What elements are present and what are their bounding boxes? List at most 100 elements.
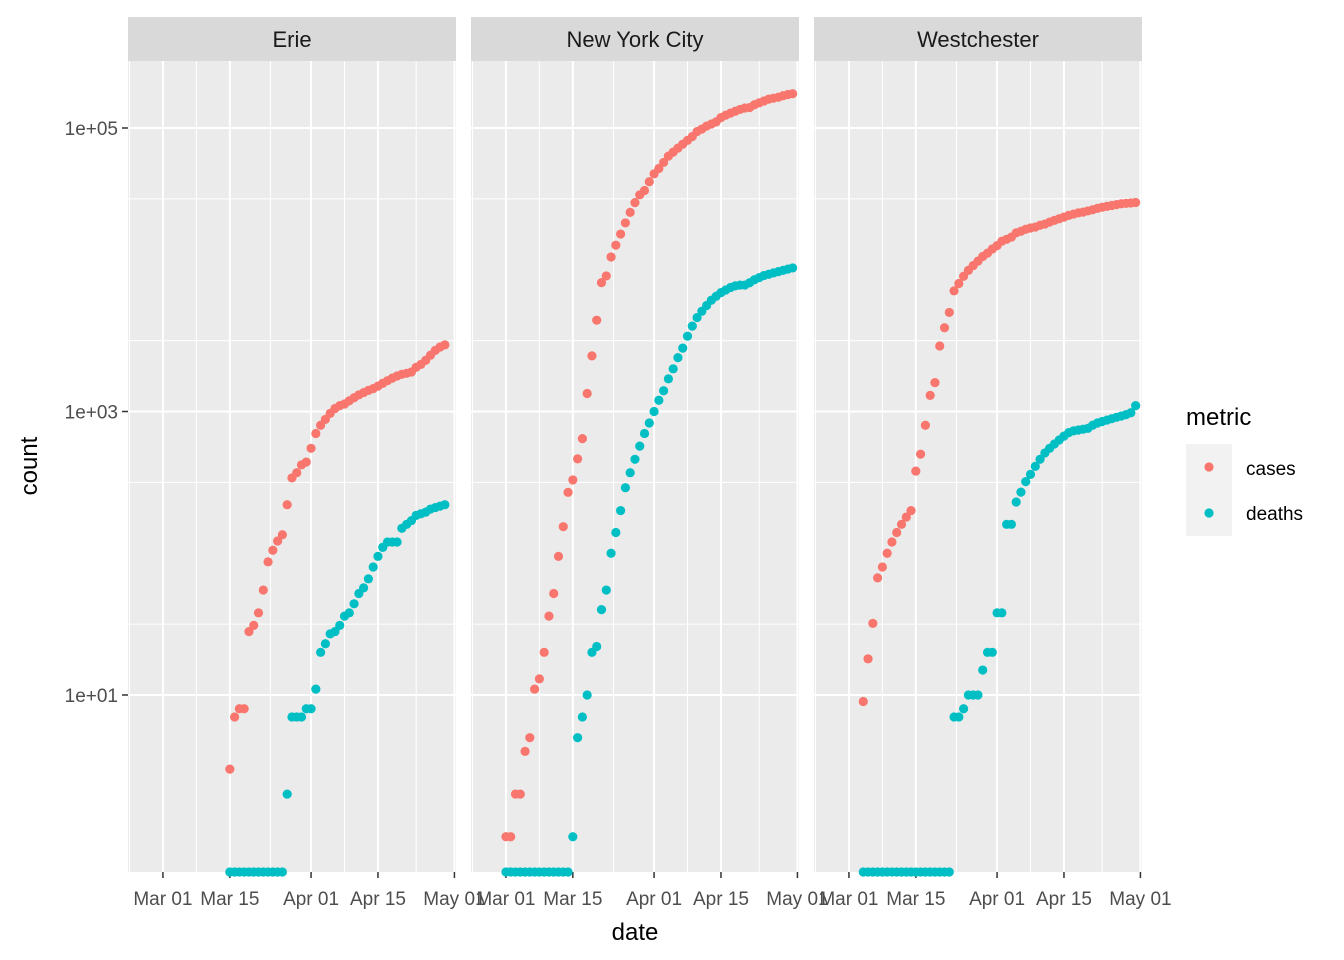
point-deaths <box>320 639 331 649</box>
series-cases <box>501 89 798 842</box>
x-tick-label: May 01 <box>1109 889 1171 910</box>
facet-panel: New York City Mar 01 Mar 15 Apr 01 Apr 15 May… <box>471 17 829 910</box>
point-cases <box>659 157 669 168</box>
y-axis-title: count <box>16 436 43 495</box>
point-deaths <box>788 263 798 273</box>
point-deaths <box>592 641 602 652</box>
point-cases <box>253 608 264 618</box>
point-deaths <box>973 690 983 700</box>
legend-label-deaths: deaths <box>1246 504 1303 525</box>
point-deaths <box>1131 401 1141 411</box>
point-cases <box>520 746 530 757</box>
point-cases <box>892 527 902 538</box>
point-cases <box>301 457 311 467</box>
facet-strip <box>471 17 799 61</box>
point-deaths <box>596 605 607 615</box>
point-cases <box>877 562 887 572</box>
series-deaths <box>501 263 798 877</box>
point-deaths <box>1016 487 1026 497</box>
x-tick-label: Apr 15 <box>350 889 406 910</box>
x-tick-label: Mar 15 <box>543 889 602 910</box>
point-cases <box>258 585 268 595</box>
panel-background <box>814 61 1142 872</box>
point-cases <box>954 278 964 289</box>
point-cases <box>644 177 654 187</box>
facet-title: Westchester <box>917 27 1039 52</box>
point-deaths <box>344 608 354 618</box>
point-cases <box>901 512 911 522</box>
point-cases <box>277 530 287 540</box>
point-deaths <box>630 454 640 464</box>
point-cases <box>292 468 302 478</box>
point-deaths <box>1035 454 1045 464</box>
facet-strip <box>128 17 456 61</box>
point-cases <box>630 198 640 208</box>
point-cases <box>230 712 240 722</box>
x-axis-title: date <box>612 919 659 946</box>
point-cases <box>882 548 892 558</box>
point-cases <box>549 588 559 599</box>
point-deaths <box>359 583 369 593</box>
point-deaths <box>601 585 611 595</box>
point-cases <box>611 240 621 250</box>
x-tick-label: Apr 15 <box>1036 889 1092 910</box>
point-cases <box>939 323 950 333</box>
point-deaths <box>582 690 592 700</box>
point-cases <box>239 704 249 714</box>
point-deaths <box>987 647 997 657</box>
point-cases <box>788 89 798 99</box>
point-deaths <box>368 562 378 572</box>
point-cases <box>596 278 607 288</box>
x-tick-label: Mar 01 <box>819 889 878 910</box>
point-cases <box>539 647 549 657</box>
x-tick-label: Mar 01 <box>133 889 192 910</box>
point-deaths <box>1006 519 1017 529</box>
point-cases <box>920 420 930 430</box>
point-cases <box>1131 197 1141 208</box>
point-deaths <box>1021 477 1031 487</box>
point-cases <box>896 519 907 529</box>
point-deaths <box>316 647 326 657</box>
point-deaths <box>568 832 578 842</box>
point-cases <box>887 537 897 547</box>
point-deaths <box>673 353 683 363</box>
x-tick-label: Mar 01 <box>476 889 535 910</box>
facet-title: Erie <box>272 27 311 52</box>
point-cases <box>515 789 525 799</box>
point-cases <box>530 684 540 694</box>
point-cases <box>553 551 564 562</box>
point-deaths <box>616 505 626 516</box>
point-deaths <box>1025 469 1036 479</box>
point-deaths <box>692 312 702 323</box>
point-deaths <box>373 551 383 562</box>
point-cases <box>440 340 450 350</box>
legend-label-cases: cases <box>1246 459 1296 480</box>
point-cases <box>506 832 516 842</box>
point-cases <box>244 627 254 637</box>
point-deaths <box>639 428 650 439</box>
point-deaths <box>577 712 587 722</box>
point-cases <box>930 377 940 388</box>
series-cases <box>225 340 450 774</box>
point-cases <box>858 696 868 707</box>
point-cases <box>311 428 321 439</box>
y-tick-label: 1e+03 <box>65 403 118 424</box>
point-deaths <box>611 527 621 538</box>
legend: metric cases deaths <box>1186 404 1303 536</box>
point-deaths <box>668 364 678 374</box>
point-deaths <box>635 441 645 451</box>
point-deaths <box>620 483 630 493</box>
point-cases <box>582 388 592 399</box>
point-cases <box>573 454 583 464</box>
point-deaths <box>563 867 573 877</box>
point-deaths <box>1030 461 1040 471</box>
point-deaths <box>659 386 669 396</box>
point-cases <box>263 557 273 567</box>
point-deaths <box>625 468 635 478</box>
point-deaths <box>649 406 659 417</box>
point-cases <box>268 545 278 555</box>
point-deaths <box>573 733 583 743</box>
point-cases <box>906 505 916 516</box>
x-tick-label: Apr 01 <box>969 889 1025 910</box>
